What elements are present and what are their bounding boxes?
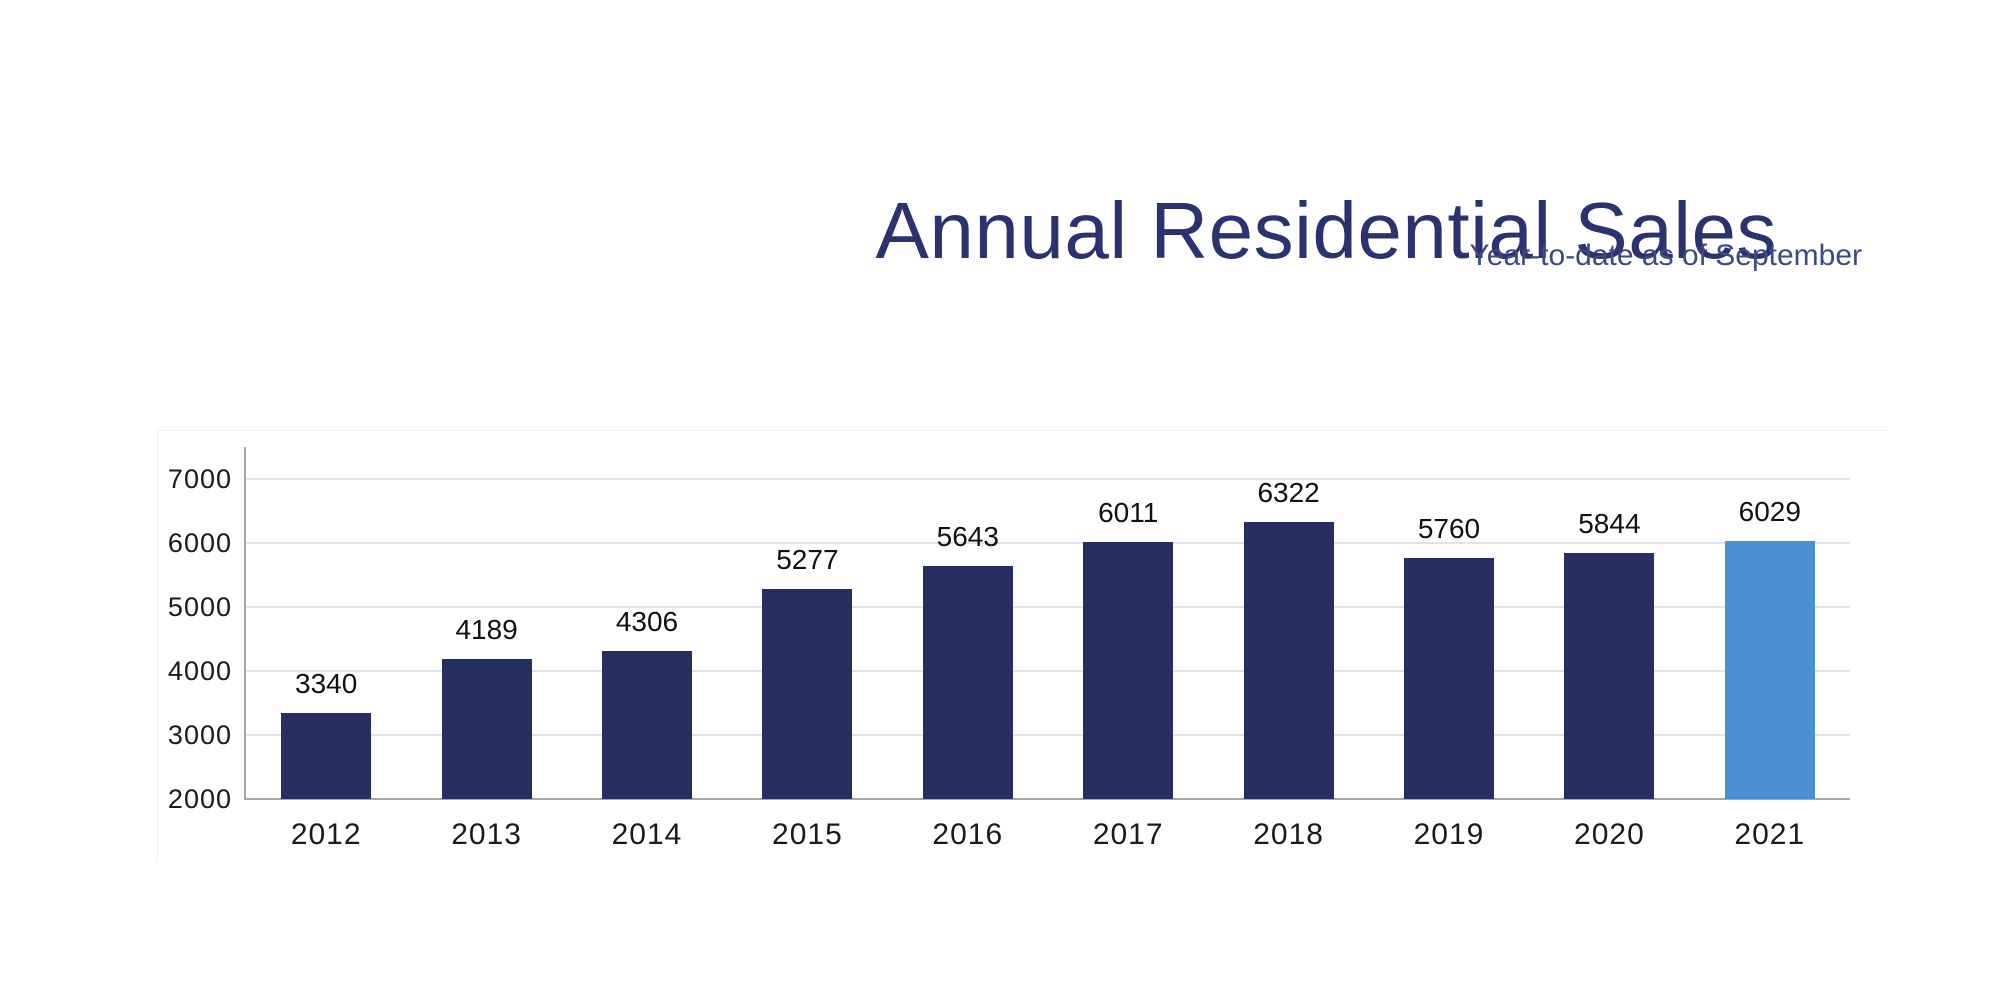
bar [441, 658, 532, 799]
page-subtitle: Year-to-date as of September [1469, 239, 1862, 272]
bar-value-label: 6011 [1098, 497, 1159, 529]
bar [922, 565, 1013, 799]
bar [1404, 558, 1494, 799]
bar-value-label: 5760 [1417, 513, 1481, 545]
x-tick-label: 2016 [932, 818, 1004, 851]
y-axis-line [244, 447, 246, 799]
bar [1243, 522, 1334, 799]
x-tick-label: 2015 [772, 818, 843, 851]
bar-value-label: 5277 [776, 544, 839, 576]
x-tick-label: 2019 [1413, 818, 1485, 851]
bar [762, 589, 853, 799]
x-tick-label: 2021 [1734, 818, 1806, 851]
bar [1083, 542, 1174, 799]
bar-value-label: 4189 [455, 613, 518, 645]
gridline [246, 606, 1850, 608]
gridline [246, 542, 1850, 544]
x-axis-line [244, 798, 1850, 800]
bar-value-label: 4306 [615, 606, 679, 638]
y-tick-label: 5000 [167, 592, 232, 622]
y-tick-label: 6000 [167, 528, 232, 558]
page-title: Annual Residential Sales [875, 185, 1777, 275]
x-tick-label: 2013 [451, 818, 522, 851]
y-tick-label: 4000 [167, 656, 232, 686]
bar-value-label: 3340 [295, 668, 358, 700]
x-tick-label: 2012 [290, 818, 362, 851]
bar-value-label: 5844 [1578, 507, 1641, 539]
x-tick-label: 2017 [1092, 818, 1164, 851]
x-tick-label: 2018 [1253, 818, 1324, 851]
bar [602, 651, 692, 799]
gridline [246, 670, 1850, 672]
y-tick-label: 3000 [167, 720, 232, 750]
bar-value-label: 5643 [936, 520, 999, 552]
bar [1564, 552, 1655, 799]
bar [281, 713, 372, 799]
bar-value-label: 6322 [1257, 477, 1320, 509]
bar [1724, 541, 1815, 799]
gridline [246, 734, 1850, 736]
y-tick-label: 2000 [167, 784, 232, 814]
y-tick-label: 7000 [167, 464, 232, 494]
x-tick-label: 2020 [1574, 818, 1645, 851]
x-tick-label: 2014 [611, 818, 683, 851]
gridline [246, 478, 1850, 480]
bar-value-label: 6029 [1738, 496, 1801, 528]
